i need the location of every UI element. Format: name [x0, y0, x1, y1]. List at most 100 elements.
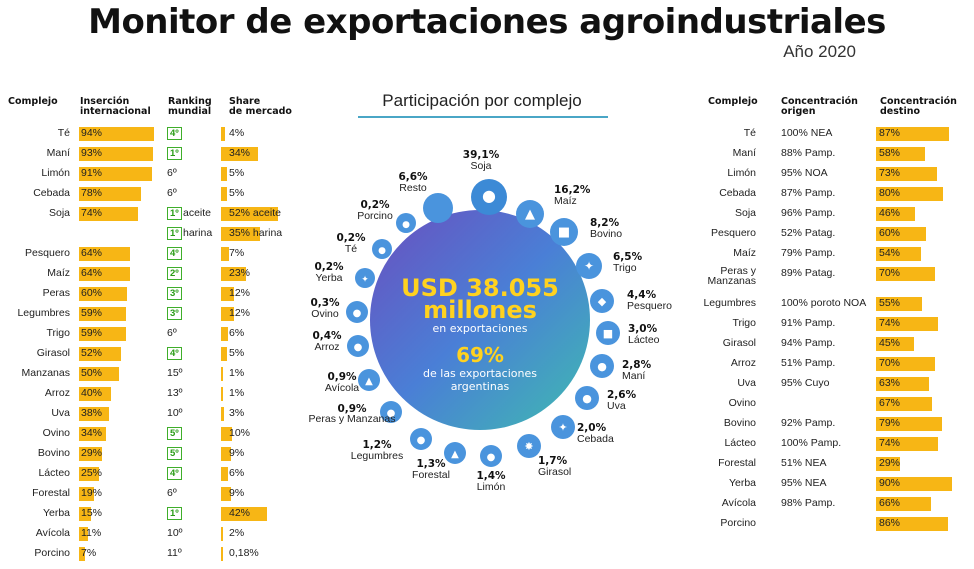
ranking-badge: 1º: [167, 147, 182, 160]
slice-pct: 2,6%: [607, 389, 637, 401]
row-name: Forestal: [32, 487, 70, 499]
insercion-bar: [79, 247, 131, 261]
insercion-bar: [79, 287, 127, 301]
circle-icon: [423, 193, 453, 223]
destino-value: 29%: [879, 457, 901, 469]
destino-bar: [876, 437, 939, 451]
share-bar: [221, 527, 224, 541]
right-row: Maíz 79% Pamp. 54%: [690, 245, 974, 262]
row-name: Avícola: [721, 497, 756, 509]
left-row: Maní 93% 1º 34%: [0, 145, 300, 162]
destino-value: 70%: [879, 267, 901, 279]
insercion-bar: [79, 327, 127, 341]
destino-value: 45%: [879, 337, 901, 349]
right-row: Maní 88% Pamp. 58%: [690, 145, 974, 162]
share-bar: [221, 407, 225, 421]
slice-pct: 1,2%: [362, 439, 392, 451]
slice-label: Ovino: [311, 308, 339, 320]
left-row: Avícola 11% 10º 2%: [0, 525, 300, 542]
row-name: Legumbres: [703, 297, 756, 309]
right-row: Soja 96% Pamp. 46%: [690, 205, 974, 222]
row-name: Maní: [46, 147, 70, 159]
ranking-badge: 1º: [167, 507, 182, 520]
destino-bar: [876, 147, 925, 161]
share-bar: [221, 167, 227, 181]
ranking-value: 10º: [167, 527, 183, 539]
slice-pct: 4,4%: [627, 289, 657, 301]
destino-value: 67%: [879, 397, 901, 409]
origen-value: 88% Pamp.: [781, 147, 836, 159]
destino-bar: [876, 477, 952, 491]
sunflower-icon: [517, 434, 541, 458]
slice-label: Pesquero: [627, 300, 672, 312]
row-name: Ovino: [42, 427, 70, 439]
origen-value: 92% Pamp.: [781, 417, 836, 429]
ranking-value: 11º: [167, 547, 182, 559]
rice-icon-glyph: ●: [354, 342, 363, 353]
insercion-bar: [79, 447, 103, 461]
slice-pct: 6,6%: [398, 171, 428, 183]
destino-value: 55%: [879, 297, 901, 309]
pig-icon: [396, 213, 416, 233]
milk-icon-glyph: ■: [603, 327, 613, 340]
row-name: Bovino: [37, 447, 70, 459]
slice-label: Maíz: [554, 195, 577, 207]
bean-icon: [410, 428, 432, 450]
share-bar: [221, 387, 223, 401]
share-bar: [221, 547, 223, 561]
right-row: Trigo 91% Pamp. 74%: [690, 315, 974, 332]
left-header-insercion-2: internacional: [80, 106, 151, 117]
right-row: Ovino 67%: [690, 395, 974, 412]
origen-value: 94% Pamp.: [781, 337, 836, 349]
row-name: Maíz: [47, 267, 70, 279]
destino-value: 86%: [879, 517, 901, 529]
ranking-badge: 1º: [167, 207, 182, 220]
slice-pct: 2,8%: [622, 359, 652, 371]
slice-pct: 0,3%: [310, 297, 340, 309]
ranking-badge: 4º: [167, 467, 182, 480]
destino-value: 79%: [879, 417, 901, 429]
insercion-value: 78%: [81, 187, 103, 199]
destino-bar: [876, 417, 943, 431]
ranking-value: 6º: [167, 187, 177, 199]
left-header-share-2: de mercado: [229, 106, 292, 117]
share-bar: [221, 147, 259, 161]
share-bar: [221, 247, 229, 261]
share-value: 6%: [229, 467, 245, 479]
row-name: Té: [743, 127, 756, 139]
slice-label: Té: [345, 243, 357, 255]
pie-title: Participación por complejo: [382, 91, 582, 110]
ranking-value: 6º: [167, 167, 177, 179]
slice-label: Lácteo: [628, 334, 660, 346]
right-header-destino: Concentración destino: [880, 97, 957, 117]
right-header-complejo: Complejo: [708, 96, 758, 107]
slice-label: Bovino: [590, 228, 622, 240]
ranking-badge: 3º: [167, 307, 182, 320]
left-row: Peras 60% 3º 12%: [0, 285, 300, 302]
center-sub2: de las exportaciones: [423, 367, 537, 380]
insercion-value: 11%: [81, 527, 102, 539]
right-header-destino-2: destino: [880, 106, 920, 117]
destino-bar: [876, 267, 935, 281]
share-value: 5%: [229, 167, 245, 179]
slice-label: Girasol: [538, 466, 571, 478]
left-row: Cebada 78% 6º 5%: [0, 185, 300, 202]
chicken-icon: [358, 369, 380, 391]
right-row: Girasol 94% Pamp. 45%: [690, 335, 974, 352]
insercion-bar: [79, 547, 85, 561]
bean-icon-glyph: ●: [417, 435, 426, 446]
slice-label: Cebada: [577, 433, 614, 445]
right-row: Arroz 51% Pamp. 70%: [690, 355, 974, 372]
slice-label: Yerba: [315, 272, 342, 284]
share-value: 9%: [229, 487, 245, 499]
share-value: 7%: [229, 247, 245, 259]
origen-value: 91% Pamp.: [781, 317, 836, 329]
insercion-bar: [79, 147, 154, 161]
tea-icon: [372, 239, 392, 259]
lemon-icon-glyph: ●: [487, 452, 496, 463]
left-row: Porcino 7% 11º 0,18%: [0, 545, 300, 562]
share-bar: [221, 467, 228, 481]
insercion-value: 59%: [81, 307, 103, 319]
left-header-ranking-1: Ranking: [168, 96, 212, 107]
